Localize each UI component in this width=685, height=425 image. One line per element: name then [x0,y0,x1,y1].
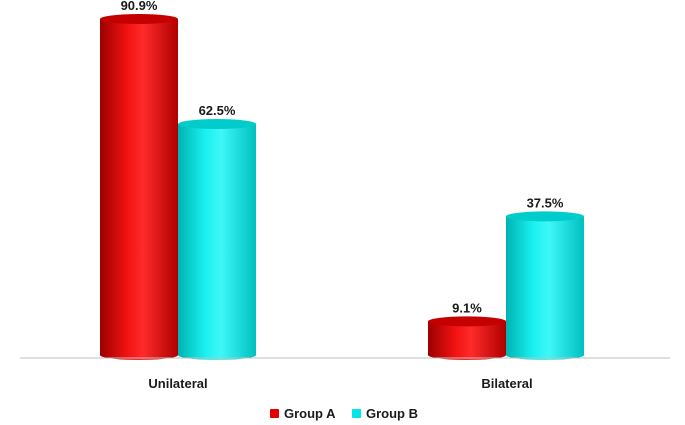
bar-body-group-a-unilateral [100,19,178,360]
legend-swatch-group-a [270,409,279,418]
bar-group-b-unilateral [178,118,256,360]
category-label-bilateral: Bilateral [481,376,532,391]
bar-group-a-unilateral [100,14,178,360]
category-label-unilateral: Unilateral [148,376,207,391]
bar-cap-group-b-bilateral [506,211,584,222]
category-labels-layer: Unilateral Bilateral [148,376,532,391]
bars-layer [100,14,584,360]
legend: Group A Group B [270,406,418,421]
value-labels-layer: 90.9% 62.5% 9.1% 37.5% [121,0,564,315]
bar-cap-group-b-unilateral [178,118,256,129]
value-label-group-b-bilateral: 37.5% [527,195,564,210]
bar-group-a-bilateral [428,316,506,360]
value-label-group-a-bilateral: 9.1% [452,300,482,315]
bar-body-group-a-bilateral [428,321,506,360]
bar-cap-group-a-unilateral [100,14,178,24]
bar-body-group-b-bilateral [506,216,584,360]
legend-swatch-group-b [352,409,361,418]
value-label-group-a-unilateral: 90.9% [121,0,158,13]
value-label-group-b-unilateral: 62.5% [199,103,236,118]
legend-item-group-b: Group B [352,406,418,421]
bar-body-group-b-unilateral [178,123,256,360]
legend-item-group-a: Group A [270,406,336,421]
legend-label-group-a: Group A [284,406,336,421]
legend-label-group-b: Group B [366,406,418,421]
bar-group-b-bilateral [506,211,584,360]
bar-cap-group-a-bilateral [428,316,506,327]
